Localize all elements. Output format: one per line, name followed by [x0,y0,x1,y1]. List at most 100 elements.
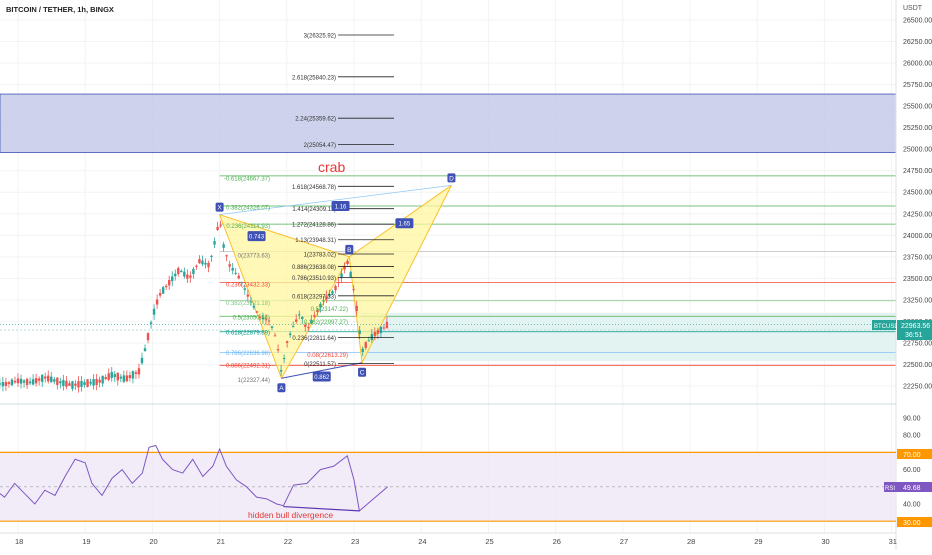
candle-body [319,303,322,308]
fib-extension-label: 0(22511.57) [304,362,336,368]
rsi-tick-label: 80.00 [903,433,921,440]
candle-body [180,270,183,273]
rsi-pane [0,444,896,522]
candle-body [101,375,104,384]
candle-body [4,381,8,386]
rsi-tick-label: 60.00 [903,467,921,474]
candle-body [122,375,126,382]
rsi-line [0,444,388,512]
rsi-current-tag: RSI 49.68 [884,482,932,492]
small-fib-label: 0.08(22613.29) [307,353,348,359]
candle-body [19,378,23,384]
price-tick-label: 26000.00 [903,61,932,68]
candle-body [40,375,44,382]
candle-body [0,383,2,385]
time-tick-label: 21 [217,537,225,546]
price-tick-label: 23750.00 [903,254,932,261]
price-tick-label: 25000.00 [903,147,932,154]
candle-body [131,371,135,379]
xa-retracement-label: 0(23773.63) [238,253,270,259]
candle-body [171,276,174,282]
candle-body [62,379,65,387]
point-badge [358,367,367,377]
candle-body [34,378,38,384]
fib-extension-label: 0.786(23510.93) [292,276,336,282]
point-badges: X A B C D 0.743 1.16 1.65 0.862 [215,173,456,393]
time-tick-label: 29 [754,537,762,546]
time-tick-label: 22 [284,537,292,546]
candle-body [222,244,225,248]
last-price-value: 22963.56 [901,323,930,330]
time-tick-label: 18 [15,537,23,546]
candle-body [367,340,370,342]
candle-body [310,320,313,324]
candle-body [50,376,53,383]
rsi-current-name: RSI [885,486,895,492]
ratio-badge [247,231,266,242]
candle-body [110,372,113,378]
rsi-current-value: 49.68 [903,485,921,492]
candle-body [16,378,20,384]
candle-body [192,268,195,275]
price-tick-label: 24250.00 [903,211,932,218]
time-tick-label: 24 [418,537,426,546]
candle-body [149,322,153,324]
small-fib-label: 0.382(22997.27) [304,320,348,326]
candle-body [379,326,383,334]
candle-body [337,282,340,284]
price-tick-label: 24750.00 [903,168,932,175]
price-tick-label: 26250.00 [903,39,932,46]
harmonic-xd-line [219,184,452,216]
candle-body [128,375,132,379]
fib-extension-label: 0.618(23297.33) [292,294,336,300]
rsi-tick-label: 90.00 [903,416,921,423]
candle-body [343,266,346,270]
time-tick-label: 31 [889,537,897,546]
point-badge [447,173,456,183]
last-price-tag[interactable]: BTCUSDT 22963.56 36:51 [872,320,932,340]
candle-body [174,273,177,277]
candle-body [267,320,271,322]
candle-body [10,379,14,386]
harmonic-ac-line [281,362,363,379]
candle-body [37,378,41,381]
fib-extension-label: 2.618(25840.23) [292,75,336,81]
rsi-lower-tag: 30.00 [897,517,932,527]
price-tick-label: 22750.00 [903,340,932,347]
candle-body [349,272,352,278]
candle-body [279,369,283,372]
candle-body [358,330,361,334]
candle-body [198,259,201,264]
zones-layer [0,93,897,362]
xa-retracement-label: 0.886(22492.31) [226,364,270,370]
candle-body [243,288,246,290]
candle-body [376,330,380,334]
price-candles [0,220,896,393]
rsi-lower-box [897,517,932,527]
candle-body [95,378,98,385]
candle-body [28,381,32,384]
candle-body [1,382,5,387]
candle-body [213,241,216,245]
candle-body [77,381,80,388]
rsi-upper-box [897,449,932,459]
candle-body [382,327,386,329]
price-tick-label: 23250.00 [903,297,932,304]
point-badge-label: A [279,385,284,392]
point-badge [345,244,354,254]
divergence-line [283,505,360,512]
blue-zone [0,93,897,154]
candle-body [44,376,47,379]
candle-body [47,375,50,382]
candle-body [92,379,95,386]
xa-retracement-label: 1(22327.44) [238,378,270,384]
crab-pattern-label: crab [318,159,345,175]
candle-body [328,293,331,297]
rsi-current-name-box [884,482,897,492]
candle-body [125,375,129,382]
candle-body [264,319,268,321]
fib-extension-label: 1.13(23948.31) [295,238,336,244]
candle-body [31,379,35,385]
rsi-annotation: hidden bull divergence [248,510,333,520]
time-tick-label: 26 [553,537,561,546]
